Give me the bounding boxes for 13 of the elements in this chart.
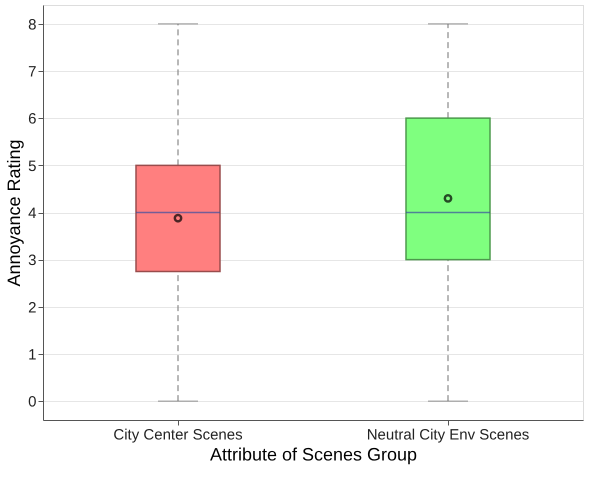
y-tick-label: 6 — [28, 110, 36, 128]
y-tick-label: 4 — [28, 205, 36, 222]
y-tick-label: 2 — [28, 299, 36, 316]
x-axis-title: Attribute of Scenes Group — [210, 444, 418, 464]
y-tick-label: 5 — [28, 158, 36, 175]
y-tick-label: 8 — [28, 16, 36, 34]
x-tick-label: Neutral City Env Scenes — [366, 426, 530, 444]
y-tick-label: 0 — [28, 394, 36, 411]
y-axis-title: Annoyance Rating — [4, 139, 24, 287]
x-tick-label: City Center Scenes — [113, 426, 243, 444]
y-tick-label: 1 — [28, 346, 36, 364]
y-tick-label: 7 — [28, 64, 36, 81]
y-tick-label: 3 — [28, 252, 36, 270]
